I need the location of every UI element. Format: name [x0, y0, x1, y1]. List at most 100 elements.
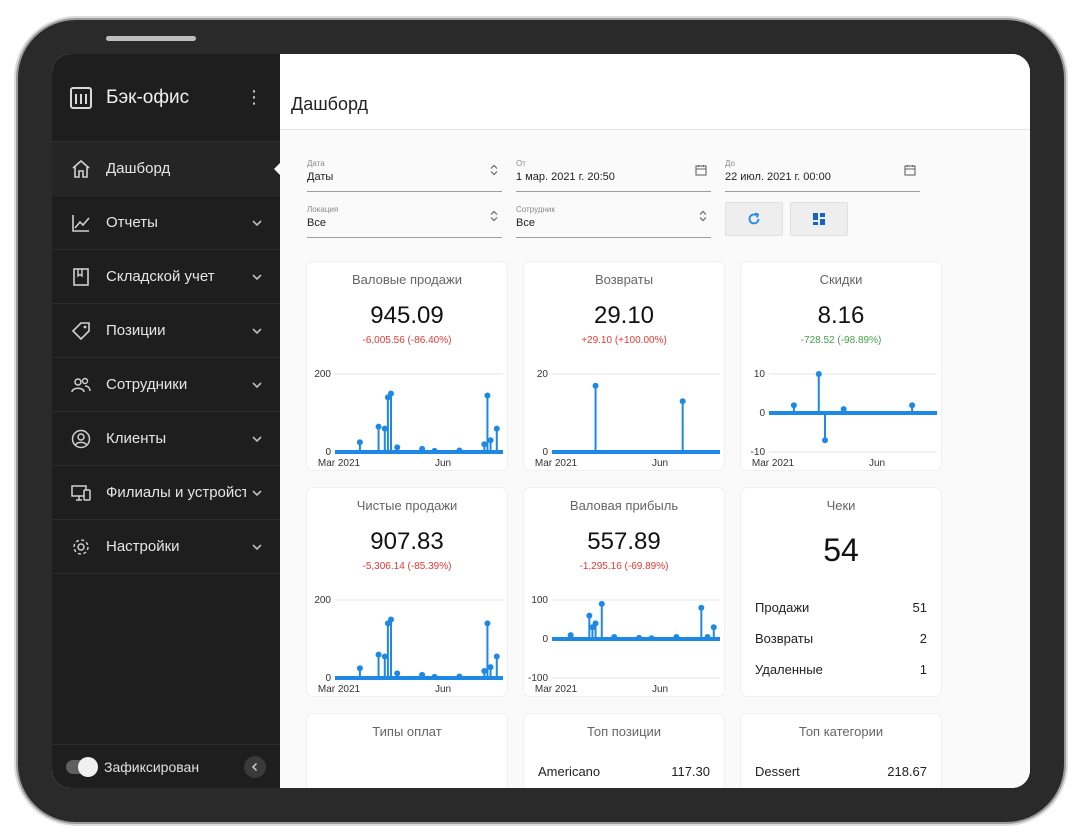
- receipts-card[interactable]: Чеки 54 Продажи 51 Возвраты 2 Удаленные …: [741, 488, 941, 696]
- field-label: Сотрудник: [516, 205, 555, 214]
- data-point: [636, 634, 643, 641]
- card-title: Чистые продажи: [356, 498, 458, 513]
- calendar-icon[interactable]: [904, 164, 916, 179]
- field-label: До: [725, 159, 735, 168]
- employee-select[interactable]: Сотрудник Все: [516, 200, 711, 238]
- sidebar-item-settings[interactable]: Настройки: [52, 520, 280, 574]
- x-tick-label: Mar 2021: [535, 684, 578, 695]
- analytics-icon: [70, 86, 92, 109]
- sort-arrows-icon: [490, 210, 498, 225]
- top-category-row: Dessert 218.67: [755, 764, 927, 779]
- top-items-card[interactable]: Топ позиции Americano 117.30: [524, 714, 724, 788]
- card-title: Топ категории: [798, 724, 884, 739]
- y-tick-label: 10: [754, 369, 766, 380]
- card-delta: +29.10 (+100.00%): [581, 335, 667, 346]
- card-title: Типы оплат: [372, 724, 442, 739]
- data-point: [611, 634, 618, 641]
- data-point: [394, 670, 401, 677]
- y-tick-label: 100: [531, 595, 548, 606]
- data-point: [381, 425, 388, 432]
- book-icon: [70, 266, 92, 288]
- refresh-button[interactable]: [725, 202, 783, 236]
- x-tick-label: Jun: [652, 684, 668, 695]
- sidebar-item-dashboard[interactable]: Дашборд: [52, 142, 281, 196]
- refunds-card[interactable]: Возвраты 29.10 +29.10 (+100.00%) 20 0 Mar …: [524, 262, 724, 470]
- field-label: От: [516, 159, 526, 168]
- card-title: Скидки: [819, 272, 863, 287]
- sidebar-item-items[interactable]: Позиции: [52, 304, 280, 358]
- date-from-field[interactable]: От 1 мар. 2021 г. 20:50: [516, 154, 711, 192]
- data-point: [586, 612, 593, 619]
- top-item-row: Americano 117.30: [538, 764, 710, 779]
- refresh-icon: [748, 212, 760, 225]
- y-tick-label: -100: [528, 673, 548, 684]
- row-value: 218.67: [887, 764, 927, 779]
- app-screen: Бэк-офис ⋮ Дашборд Отчеты Складской учет: [52, 54, 1030, 788]
- data-point: [493, 653, 500, 660]
- y-tick-label: -10: [751, 447, 766, 458]
- x-tick-label: Jun: [869, 458, 885, 469]
- card-delta: -6,005.56 (-86.40%): [362, 335, 452, 346]
- chevron-left-icon: [251, 762, 258, 771]
- card-title: Валовая прибыль: [569, 498, 679, 513]
- net-sales-card[interactable]: Чистые продажи 907.83 -5,306.14 (-85.39%…: [307, 488, 507, 696]
- payment-types-card[interactable]: Типы оплат: [307, 714, 507, 788]
- calendar-icon[interactable]: [695, 164, 707, 179]
- location-select[interactable]: Локация Все: [307, 200, 502, 238]
- data-point: [484, 392, 491, 399]
- gross-profit-card[interactable]: Валовая прибыль 557.89 -1,295.16 (-69.89…: [524, 488, 724, 696]
- data-point: [598, 600, 605, 607]
- x-tick-label: Jun: [435, 684, 451, 695]
- data-point: [815, 371, 822, 377]
- data-point: [388, 616, 394, 623]
- user-circle-icon: [70, 428, 92, 450]
- sidebar-item-reports[interactable]: Отчеты: [52, 196, 280, 250]
- chevron-down-icon: [252, 219, 262, 226]
- data-point: [375, 423, 382, 430]
- date-to-field[interactable]: До 22 июл. 2021 г. 00:00: [725, 154, 920, 192]
- layout-button[interactable]: [790, 202, 848, 236]
- card-value: 907.83: [370, 528, 444, 555]
- gear-icon: [70, 536, 92, 558]
- pin-sidebar-toggle[interactable]: [66, 756, 98, 777]
- sidebar-item-employees[interactable]: Сотрудники: [52, 358, 280, 412]
- gross-sales-card[interactable]: Валовые продажи 945.09 -6,005.56 (-86.40…: [307, 262, 507, 470]
- sidebar-item-label: Клиенты: [106, 430, 167, 447]
- chevron-down-icon: [252, 327, 262, 334]
- card-delta: -1,295.16 (-69.89%): [579, 561, 669, 572]
- collapse-sidebar-button[interactable]: [244, 755, 266, 778]
- data-point: [419, 671, 426, 678]
- card-delta: -728.52 (-98.89%): [800, 335, 882, 346]
- pin-toggle-label: Зафиксирован: [104, 758, 200, 775]
- date-preset-select[interactable]: Дата Даты: [307, 154, 502, 192]
- sidebar-item-customers[interactable]: Клиенты: [52, 412, 280, 466]
- field-label: Дата: [307, 159, 325, 168]
- sidebar-item-label: Дашборд: [106, 160, 171, 177]
- sort-arrows-icon: [490, 164, 498, 179]
- data-point: [484, 620, 491, 627]
- y-tick-label: 200: [314, 369, 331, 380]
- y-tick-label: 0: [542, 447, 548, 458]
- power-button: [106, 36, 196, 41]
- sidebar-item-label: Позиции: [106, 322, 166, 339]
- field-value: 22 июл. 2021 г. 00:00: [725, 171, 831, 183]
- sidebar-item-branches-devices[interactable]: Филиалы и устройства: [52, 466, 280, 520]
- top-categories-card[interactable]: Топ категории Dessert 218.67: [741, 714, 941, 788]
- sidebar-item-label: Филиалы и устройства: [106, 484, 246, 501]
- row-label: Americano: [538, 764, 601, 779]
- card-title: Топ позиции: [586, 724, 662, 739]
- discounts-card[interactable]: Скидки 8.16 -728.52 (-98.89%) 10 0 -10 Mar …: [741, 262, 941, 470]
- brand-name: Бэк-офис: [106, 86, 190, 108]
- card-value: 945.09: [370, 302, 444, 329]
- more-vertical-icon[interactable]: ⋮: [245, 87, 263, 107]
- sort-arrows-icon: [699, 210, 707, 225]
- data-point: [394, 444, 401, 451]
- chart-line-icon: [70, 212, 92, 234]
- sidebar-item-inventory[interactable]: Складской учет: [52, 250, 280, 304]
- home-icon: [70, 158, 92, 180]
- field-value: Все: [307, 217, 326, 229]
- x-tick-label: Jun: [652, 458, 668, 469]
